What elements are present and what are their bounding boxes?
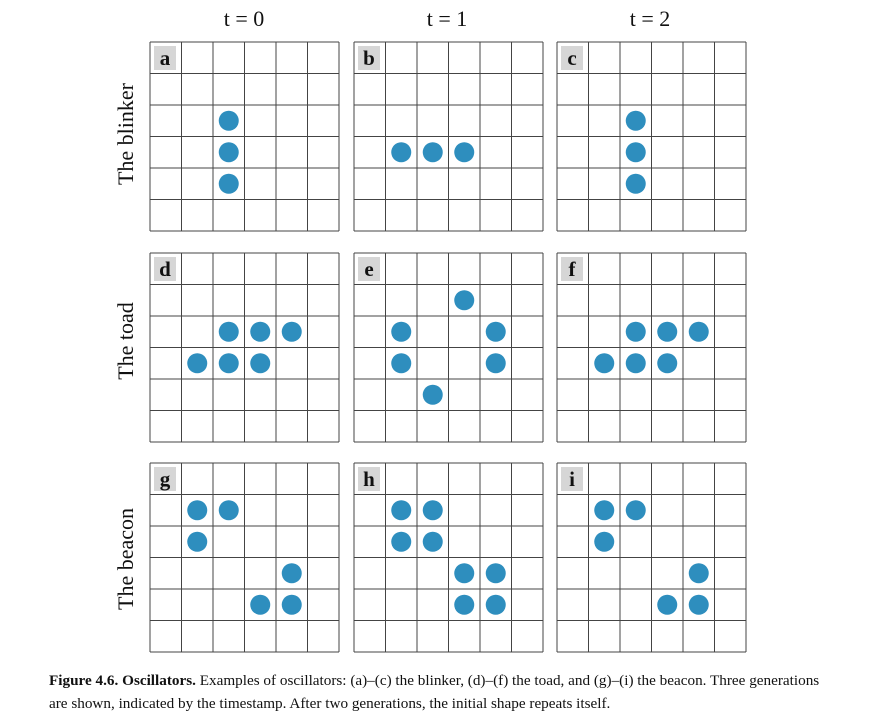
panel-d: d <box>149 252 340 443</box>
panel-letter: g <box>160 467 171 491</box>
live-cell <box>625 500 646 521</box>
live-cell <box>594 500 615 521</box>
panel-letter-background <box>561 46 583 70</box>
panel-c: c <box>556 41 747 232</box>
row-label-toad: The toad <box>113 302 138 380</box>
panel-letter-background <box>561 257 583 281</box>
live-cell <box>625 110 646 131</box>
row-label-beacon: The beacon <box>113 508 138 610</box>
panel-letter: i <box>569 467 575 491</box>
live-cell <box>250 353 271 374</box>
panel-letter-background <box>561 467 583 491</box>
live-cell <box>281 321 302 342</box>
live-cell <box>657 353 678 374</box>
live-cell <box>485 594 506 615</box>
oscillator-figure: t = 0 t = 1 t = 2 The blinker The toad T… <box>113 6 747 653</box>
live-cell <box>391 142 412 163</box>
row-label-blinker: The blinker <box>113 82 138 185</box>
panel-letter: b <box>363 46 375 70</box>
panel-letter: f <box>569 257 577 281</box>
live-cell <box>422 531 443 552</box>
live-cell <box>454 594 475 615</box>
column-label-t1: t = 1 <box>427 6 468 31</box>
panel-g: g <box>149 462 340 653</box>
live-cell <box>218 500 239 521</box>
panel-b: b <box>353 41 544 232</box>
live-cell <box>218 353 239 374</box>
panel-a: a <box>149 41 340 232</box>
live-cell <box>594 353 615 374</box>
live-cell <box>281 563 302 584</box>
caption-label: Figure 4.6. <box>49 672 119 689</box>
panel-i: i <box>556 462 747 653</box>
live-cell <box>594 531 615 552</box>
live-cell <box>281 594 302 615</box>
live-cell <box>218 110 239 131</box>
live-cell <box>688 594 709 615</box>
panel-letter: c <box>567 46 576 70</box>
panel-letter-background <box>358 46 380 70</box>
live-cell <box>625 353 646 374</box>
live-cell <box>688 321 709 342</box>
live-cell <box>391 531 412 552</box>
live-cell <box>187 531 208 552</box>
live-cell <box>391 500 412 521</box>
panel-letter: e <box>364 257 373 281</box>
live-cell <box>218 173 239 194</box>
row-labels: The blinker The toad The beacon <box>113 82 138 610</box>
figure-caption: Figure 4.6. Oscillators. Examples of osc… <box>49 669 839 715</box>
panel-letter: d <box>159 257 171 281</box>
panel-letter-background <box>358 467 380 491</box>
live-cell <box>454 290 475 311</box>
live-cell <box>391 353 412 374</box>
live-cell <box>422 142 443 163</box>
column-label-t2: t = 2 <box>630 6 671 31</box>
caption-title: Oscillators. <box>122 672 196 689</box>
live-cell <box>485 563 506 584</box>
live-cell <box>422 500 443 521</box>
column-labels: t = 0 t = 1 t = 2 <box>224 6 671 31</box>
panel-letter-background <box>154 467 176 491</box>
caption-text: Examples of oscillators: (a)–(c) the bli… <box>49 672 820 712</box>
live-cell <box>187 500 208 521</box>
panel-letter: a <box>160 46 171 70</box>
live-cell <box>625 321 646 342</box>
live-cell <box>485 353 506 374</box>
column-label-t0: t = 0 <box>224 6 265 31</box>
live-cell <box>454 563 475 584</box>
live-cell <box>688 563 709 584</box>
live-cell <box>657 594 678 615</box>
panel-letter-background <box>358 257 380 281</box>
panel-letter: h <box>363 467 375 491</box>
live-cell <box>422 384 443 405</box>
live-cell <box>218 321 239 342</box>
panel-letter-background <box>154 257 176 281</box>
live-cell <box>625 173 646 194</box>
panels: a b c d e f g h i <box>149 41 747 653</box>
live-cell <box>187 353 208 374</box>
live-cell <box>250 321 271 342</box>
live-cell <box>218 142 239 163</box>
live-cell <box>454 142 475 163</box>
live-cell <box>250 594 271 615</box>
live-cell <box>391 321 412 342</box>
panel-e: e <box>353 252 544 443</box>
live-cell <box>485 321 506 342</box>
live-cell <box>625 142 646 163</box>
panel-h: h <box>353 462 544 653</box>
panel-letter-background <box>154 46 176 70</box>
panel-f: f <box>556 252 747 443</box>
live-cell <box>657 321 678 342</box>
